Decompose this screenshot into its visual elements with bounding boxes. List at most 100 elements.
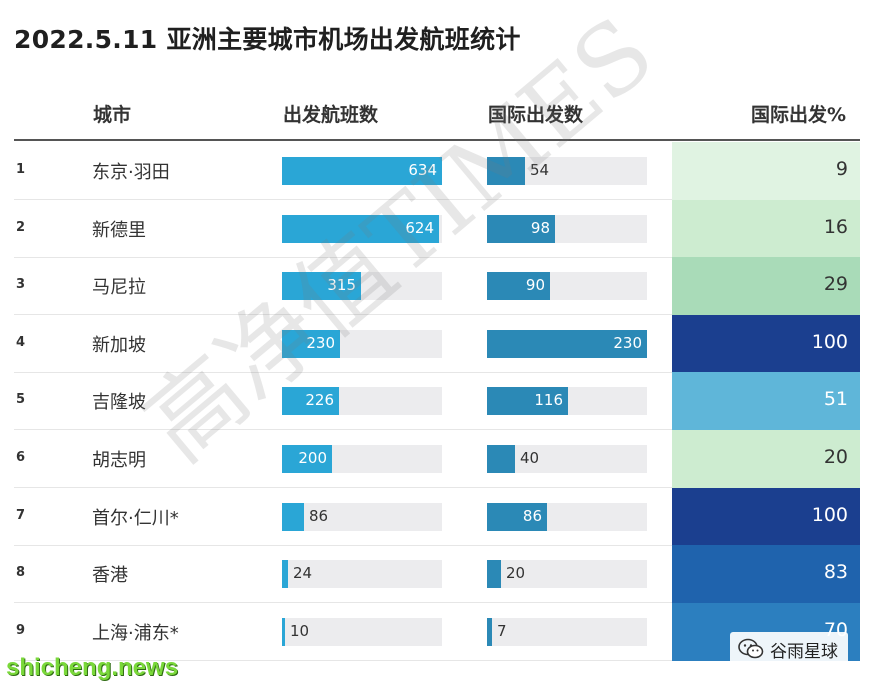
intl-pct-value: 29	[823, 273, 848, 296]
departures-value: 624	[405, 218, 434, 237]
city-name: 新德里	[92, 219, 146, 241]
departures-value: 226	[305, 391, 334, 410]
rank-number: 7	[16, 507, 26, 523]
departures-value: 24	[293, 564, 313, 583]
departures-bar	[282, 157, 442, 185]
intl-bar	[487, 617, 492, 646]
rank-number: 5	[16, 392, 26, 408]
intl-pct-cell: 100	[672, 314, 860, 373]
departures-bar	[282, 560, 288, 589]
departures-bar	[282, 387, 339, 416]
account-badge: 谷雨星球	[730, 632, 848, 666]
table-row: 100 7 首尔·仁川* 86 86	[14, 487, 860, 546]
departures-bar	[282, 617, 285, 646]
departures-value: 86	[309, 506, 329, 525]
departures-value: 200	[298, 449, 327, 467]
intl-bar	[487, 329, 647, 358]
rank-number: 9	[16, 622, 26, 638]
city-name: 首尔·仁川*	[92, 507, 179, 529]
city-name: 香港	[92, 565, 128, 587]
intl-pct-cell: 9	[672, 142, 860, 200]
intl-bar	[487, 445, 515, 473]
intl-bar	[487, 502, 547, 531]
departures-value: 634	[408, 161, 437, 179]
departures-bar	[282, 272, 361, 301]
intl-value: 98	[530, 218, 550, 237]
intl-track: 7	[487, 617, 647, 646]
intl-pct-cell: 51	[672, 372, 860, 431]
intl-pct-value: 83	[823, 561, 848, 584]
intl-pct-cell: 83	[672, 545, 860, 604]
departures-track: 634	[282, 157, 442, 185]
rank-number: 6	[16, 450, 26, 465]
intl-value: 86	[522, 506, 542, 525]
header-departures: 出发航班数	[283, 104, 379, 126]
city-name: 新加坡	[92, 334, 146, 356]
city-name: 马尼拉	[92, 277, 146, 299]
departures-bar	[282, 214, 439, 243]
intl-pct-value: 51	[823, 388, 848, 411]
departures-bar	[282, 502, 304, 531]
intl-bar	[487, 157, 525, 185]
rank-number: 1	[16, 162, 26, 177]
rank-number: 8	[16, 565, 26, 581]
header-intl: 国际出发数	[488, 104, 584, 126]
departures-track: 230	[282, 329, 442, 358]
table-row: 51 5 吉隆坡 226 116	[14, 372, 860, 431]
wechat-icon	[738, 638, 764, 659]
intl-pct-cell: 16	[672, 199, 860, 258]
header-intl-pct: 国际出发%	[750, 104, 846, 126]
departures-track: 10	[282, 617, 442, 646]
table-row: 100 4 新加坡 230 230	[14, 314, 860, 373]
rank-number: 4	[16, 334, 26, 350]
intl-pct-cell: 20	[672, 430, 860, 488]
city-name: 东京·羽田	[92, 162, 170, 183]
intl-pct-value: 100	[811, 330, 848, 353]
intl-track: 116	[487, 387, 647, 416]
intl-value: 230	[613, 333, 642, 352]
departures-bar	[282, 329, 340, 358]
intl-track: 54	[487, 157, 647, 185]
intl-value: 7	[497, 621, 507, 640]
city-name: 吉隆坡	[92, 392, 146, 414]
intl-value: 90	[525, 276, 545, 295]
intl-track: 40	[487, 445, 647, 473]
rank-number: 3	[16, 277, 26, 293]
intl-value: 116	[534, 391, 563, 410]
intl-value: 54	[530, 161, 550, 179]
departures-value: 10	[290, 621, 310, 640]
intl-pct-value: 9	[835, 158, 848, 180]
header-city: 城市	[93, 104, 132, 126]
departures-track: 86	[282, 502, 442, 531]
table-row: 29 3 马尼拉 315 90	[14, 257, 860, 316]
departures-bar	[282, 445, 332, 473]
intl-pct-value: 100	[811, 503, 848, 526]
table-row: 16 2 新德里 624 98	[14, 199, 860, 258]
departures-track: 315	[282, 272, 442, 301]
intl-value: 20	[506, 564, 526, 583]
intl-bar	[487, 387, 568, 416]
intl-pct-value: 20	[823, 446, 848, 468]
badge-label: 谷雨星球	[770, 641, 838, 662]
intl-bar	[487, 560, 501, 589]
intl-track: 90	[487, 272, 647, 301]
intl-track: 98	[487, 214, 647, 243]
intl-pct-value: 16	[823, 215, 848, 238]
intl-bar	[487, 272, 550, 301]
table-row: 9 1 东京·羽田 634 54	[14, 142, 860, 200]
intl-pct-cell: 100	[672, 487, 860, 546]
chart-title: 2022.5.11 亚洲主要城市机场出发航班统计	[14, 25, 521, 54]
intl-pct-cell: 29	[672, 257, 860, 316]
departures-track: 200	[282, 445, 442, 473]
city-name: 胡志明	[92, 450, 146, 471]
intl-value: 40	[520, 449, 540, 467]
rank-number: 2	[16, 219, 26, 235]
city-name: 上海·浦东*	[92, 622, 179, 644]
intl-bar	[487, 214, 555, 243]
departures-value: 315	[327, 276, 356, 295]
intl-track: 86	[487, 502, 647, 531]
departures-track: 624	[282, 214, 442, 243]
departures-track: 24	[282, 560, 442, 589]
departures-track: 226	[282, 387, 442, 416]
departures-value: 230	[306, 333, 335, 352]
